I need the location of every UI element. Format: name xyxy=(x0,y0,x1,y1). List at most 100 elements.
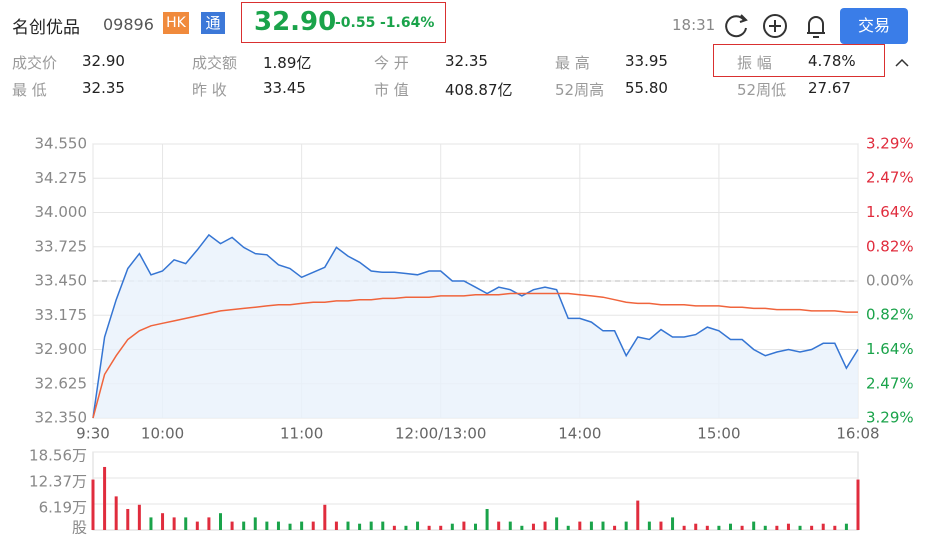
y-tick-label: 33.175 xyxy=(35,306,88,324)
x-tick-label: 15:00 xyxy=(697,425,740,443)
y2-tick-label: 2.47% xyxy=(866,374,914,392)
stat-label: 52周低 xyxy=(737,81,787,99)
volume-bar xyxy=(172,517,176,530)
volume-bar xyxy=(207,517,211,530)
x-tick-label: 9:30 xyxy=(76,425,110,443)
y-tick-label: 18.56万 xyxy=(29,447,87,465)
volume-bar xyxy=(763,525,767,530)
refresh-icon[interactable] xyxy=(725,15,747,38)
y2-tick-label: 0.82% xyxy=(866,306,914,324)
volume-bar xyxy=(508,521,512,530)
volume-bar xyxy=(242,521,246,530)
x-tick-label: 16:08 xyxy=(836,425,879,443)
volume-bar xyxy=(300,521,304,530)
x-tick-label: 12:00/13:00 xyxy=(395,425,487,443)
collapse-icon[interactable] xyxy=(895,58,909,67)
volume-bar xyxy=(671,517,675,530)
y2-tick-label: 0.82% xyxy=(866,237,914,255)
volume-bar xyxy=(786,523,790,530)
volume-bar xyxy=(334,521,338,530)
volume-bar xyxy=(717,525,721,530)
volume-bar xyxy=(230,521,234,530)
volume-bar xyxy=(613,525,617,530)
volume-bar xyxy=(219,513,222,530)
volume-bar xyxy=(126,508,130,530)
stat-value: 27.67 xyxy=(808,79,851,97)
y2-tick-label: 3.29% xyxy=(866,409,914,427)
y-tick-label: 12.37万 xyxy=(29,473,87,491)
y2-tick-label: 0.00% xyxy=(866,272,914,290)
volume-bar xyxy=(288,523,292,530)
add-icon[interactable] xyxy=(763,14,787,38)
y2-tick-label: 1.64% xyxy=(866,340,914,358)
connect-badge: 通 xyxy=(201,12,225,34)
stat-label: 市 值 xyxy=(374,81,409,99)
volume-bar xyxy=(253,517,257,530)
volume-bar xyxy=(752,521,756,530)
volume-bar xyxy=(810,525,814,530)
bell-icon[interactable] xyxy=(807,16,825,38)
volume-bar xyxy=(137,504,141,530)
volume-bar xyxy=(520,525,524,530)
x-tick-label: 14:00 xyxy=(558,425,601,443)
y-tick-label: 33.725 xyxy=(35,237,88,255)
volume-bar xyxy=(694,523,698,530)
change: -0.55 xyxy=(335,15,376,31)
y-tick-label: 32.350 xyxy=(35,409,88,427)
y2-tick-label: 1.64% xyxy=(866,203,914,221)
y-tick-label: 34.000 xyxy=(35,203,88,221)
volume-bar xyxy=(195,521,199,530)
volume-bar xyxy=(474,523,477,530)
stock-code: 09896 xyxy=(103,15,154,34)
price: 32.90 xyxy=(254,7,337,37)
volume-bar xyxy=(485,508,489,530)
y-tick-label: 33.450 xyxy=(35,272,88,290)
volume-bar xyxy=(821,523,825,530)
stat-label: 今 开 xyxy=(374,54,409,72)
x-tick-label: 10:00 xyxy=(141,425,184,443)
volume-bar xyxy=(450,523,454,530)
stat-value: 4.78% xyxy=(808,52,856,70)
volume-bar xyxy=(589,521,593,530)
volume-bar xyxy=(265,521,269,530)
time: 18:31 xyxy=(672,16,716,34)
volume-bar xyxy=(346,521,350,530)
stat-value: 55.80 xyxy=(625,79,668,97)
volume-bar xyxy=(682,525,686,530)
y2-tick-label: 3.29% xyxy=(866,135,914,153)
volume-bar xyxy=(149,517,153,530)
change-pct: -1.64% xyxy=(380,15,435,31)
volume-bar xyxy=(740,525,744,530)
trade-button[interactable]: 交易 xyxy=(840,8,908,44)
volume-bar xyxy=(392,525,396,530)
stat-value: 408.87亿 xyxy=(445,81,513,99)
volume-bar xyxy=(856,479,860,530)
volume-bar xyxy=(844,523,848,530)
stat-value: 32.90 xyxy=(82,52,125,70)
volume-bar xyxy=(184,517,188,530)
volume-bar xyxy=(103,466,107,530)
market-badge: HK xyxy=(163,12,189,34)
volume-bar xyxy=(276,521,280,530)
volume-bar xyxy=(833,525,837,530)
volume-bar xyxy=(729,523,732,530)
y-tick-label: 6.19万 xyxy=(39,498,87,516)
area-fill xyxy=(93,234,858,418)
highlight-box xyxy=(713,44,885,77)
volume-bar xyxy=(91,479,95,530)
stock-name: 名创优品 xyxy=(12,18,80,38)
stat-label: 振 幅 xyxy=(737,54,772,72)
volume-bar xyxy=(636,500,640,530)
volume-bar xyxy=(775,525,779,530)
volume-bar xyxy=(566,525,570,530)
stat-label: 成交价 xyxy=(12,54,58,72)
price-line xyxy=(92,292,858,419)
volume-bar xyxy=(358,523,362,530)
stat-label: 最 高 xyxy=(555,54,590,72)
volume-bar xyxy=(427,525,431,530)
volume-bar xyxy=(543,521,547,530)
stat-value: 32.35 xyxy=(82,79,125,97)
volume-bar xyxy=(659,521,663,530)
volume-bar xyxy=(416,521,420,530)
